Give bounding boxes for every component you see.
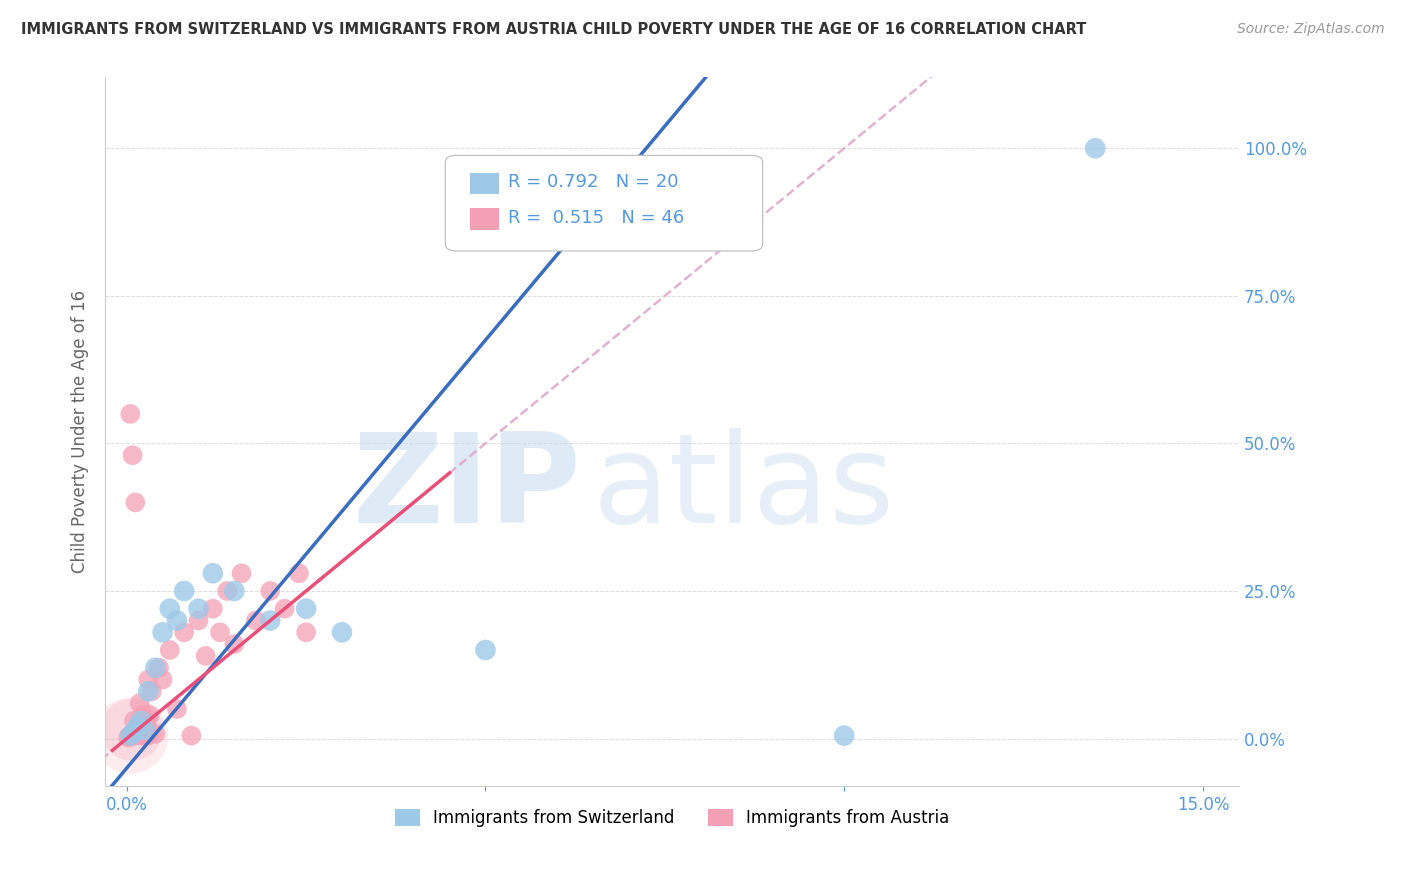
- Immigrants from Austria: [129, 720, 152, 734]
- Immigrants from Austria: [122, 714, 145, 728]
- Immigrants from Austria: [127, 720, 149, 734]
- Immigrants from Austria: [201, 601, 224, 615]
- Immigrants from Switzerland: [134, 723, 156, 737]
- Immigrants from Austria: [224, 637, 246, 651]
- Immigrants from Austria: [127, 725, 149, 739]
- Immigrants from Austria: [295, 625, 318, 640]
- Immigrants from Austria: [134, 725, 156, 739]
- Bar: [470, 173, 499, 194]
- Immigrants from Austria: [122, 727, 145, 741]
- Immigrants from Austria: [173, 625, 195, 640]
- Immigrants from Austria: [128, 696, 150, 710]
- Immigrants from Austria: [194, 648, 217, 663]
- Immigrants from Austria: [129, 723, 152, 737]
- Immigrants from Switzerland: [152, 625, 174, 640]
- Immigrants from Austria: [259, 584, 281, 599]
- Text: atlas: atlas: [593, 428, 894, 549]
- Immigrants from Switzerland: [295, 601, 318, 615]
- Immigrants from Austria: [120, 407, 142, 421]
- Immigrants from Austria: [134, 729, 156, 743]
- Immigrants from Austria: [118, 729, 141, 743]
- Immigrants from Switzerland: [127, 720, 149, 734]
- Text: ZIP: ZIP: [353, 428, 581, 549]
- Immigrants from Switzerland: [259, 614, 281, 628]
- Immigrants from Austria: [121, 448, 143, 462]
- Immigrants from Switzerland: [330, 625, 353, 640]
- Immigrants from Switzerland: [201, 566, 224, 581]
- Immigrants from Austria: [231, 566, 253, 581]
- Immigrants from Switzerland: [832, 729, 855, 743]
- Immigrants from Switzerland: [166, 614, 188, 628]
- Immigrants from Austria: [208, 625, 231, 640]
- Immigrants from Austria: [148, 661, 170, 675]
- Immigrants from Switzerland: [187, 601, 209, 615]
- FancyBboxPatch shape: [446, 155, 762, 251]
- Legend: Immigrants from Switzerland, Immigrants from Austria: Immigrants from Switzerland, Immigrants …: [388, 803, 956, 834]
- Immigrants from Austria: [131, 716, 153, 731]
- Immigrants from Austria: [124, 495, 146, 509]
- Immigrants from Austria: [187, 614, 209, 628]
- Y-axis label: Child Poverty Under the Age of 16: Child Poverty Under the Age of 16: [72, 290, 89, 574]
- Bar: [470, 209, 499, 230]
- Immigrants from Austria: [288, 566, 311, 581]
- Immigrants from Austria: [245, 614, 267, 628]
- Immigrants from Austria: [131, 708, 153, 723]
- Text: R =  0.515   N = 46: R = 0.515 N = 46: [508, 209, 683, 227]
- Immigrants from Austria: [273, 601, 295, 615]
- Immigrants from Switzerland: [120, 729, 142, 743]
- Immigrants from Austria: [141, 684, 163, 698]
- Immigrants from Austria: [145, 727, 167, 741]
- Immigrants from Switzerland: [122, 725, 145, 739]
- Immigrants from Austria: [120, 730, 142, 744]
- Immigrants from Switzerland: [129, 714, 152, 728]
- Immigrants from Austria: [135, 714, 157, 728]
- Immigrants from Switzerland: [145, 661, 167, 675]
- Immigrants from Switzerland: [136, 684, 159, 698]
- Immigrants from Switzerland: [1084, 141, 1107, 155]
- Immigrants from Austria: [117, 731, 139, 745]
- Text: Source: ZipAtlas.com: Source: ZipAtlas.com: [1237, 22, 1385, 37]
- Immigrants from Austria: [152, 673, 174, 687]
- Immigrants from Switzerland: [474, 643, 496, 657]
- Immigrants from Austria: [128, 729, 150, 743]
- Immigrants from Austria: [159, 643, 181, 657]
- Immigrants from Austria: [136, 673, 159, 687]
- Immigrants from Austria: [138, 708, 160, 723]
- Immigrants from Austria: [166, 702, 188, 716]
- Immigrants from Austria: [121, 729, 143, 743]
- Immigrants from Austria: [124, 725, 146, 739]
- Immigrants from Austria: [180, 729, 202, 743]
- Immigrants from Switzerland: [224, 584, 246, 599]
- Point: [120, 729, 142, 743]
- Immigrants from Austria: [217, 584, 239, 599]
- Text: IMMIGRANTS FROM SWITZERLAND VS IMMIGRANTS FROM AUSTRIA CHILD POVERTY UNDER THE A: IMMIGRANTS FROM SWITZERLAND VS IMMIGRANT…: [21, 22, 1087, 37]
- Point: [121, 723, 143, 737]
- Immigrants from Switzerland: [159, 601, 181, 615]
- Immigrants from Austria: [135, 723, 157, 737]
- Immigrants from Austria: [125, 723, 148, 737]
- Immigrants from Austria: [136, 729, 159, 743]
- Text: R = 0.792   N = 20: R = 0.792 N = 20: [508, 173, 678, 191]
- Immigrants from Switzerland: [173, 584, 195, 599]
